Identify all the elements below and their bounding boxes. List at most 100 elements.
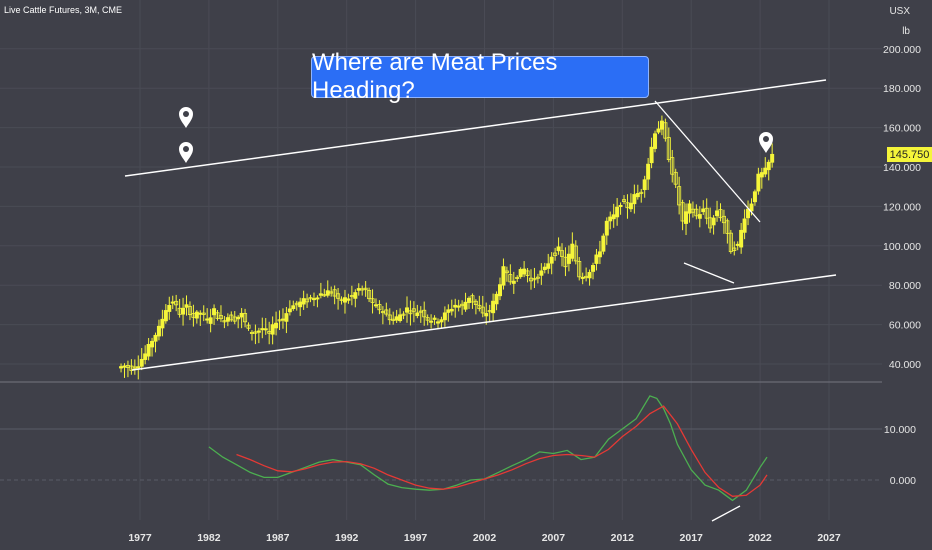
candle-body — [711, 217, 716, 226]
candle-body — [759, 172, 764, 178]
candle-body — [150, 340, 155, 348]
candle-body — [439, 319, 444, 323]
upper-channel-line — [124, 79, 827, 177]
candle-body — [415, 312, 420, 317]
candle-body — [556, 246, 561, 252]
candle-body — [212, 308, 217, 316]
candle-body — [256, 330, 261, 333]
candle-body — [704, 207, 709, 219]
oscillator-tick-label: 10.000 — [884, 424, 916, 436]
pin-shape — [179, 142, 193, 163]
candle-body — [618, 204, 623, 207]
price-tick-label: 200.000 — [883, 44, 921, 56]
divergence-line — [683, 262, 735, 284]
candle-body — [325, 290, 330, 296]
candle-body — [701, 208, 706, 213]
candle-body — [632, 194, 637, 205]
candle-body — [298, 301, 303, 308]
candle-body — [291, 305, 296, 310]
year-tick-label: 2027 — [817, 532, 841, 544]
candle-body — [646, 163, 651, 180]
candle-body — [201, 312, 206, 315]
candle-body — [542, 266, 547, 271]
candle-body — [697, 214, 702, 219]
location-pin-icon — [179, 142, 193, 163]
candle-body — [721, 215, 726, 224]
candle-body — [346, 298, 351, 301]
year-tick-label: 2012 — [611, 532, 635, 544]
year-tick-label: 1997 — [404, 532, 428, 544]
candle-body — [656, 128, 661, 133]
pin-hole — [183, 111, 189, 117]
candle-body — [715, 210, 720, 217]
candle-body — [763, 167, 768, 175]
candle-body — [766, 161, 771, 171]
candle-body — [694, 208, 699, 217]
candle-body — [387, 314, 392, 321]
candle-body — [501, 266, 506, 286]
candle-body — [525, 270, 530, 276]
candle-body — [287, 308, 292, 313]
candle-body — [494, 293, 499, 305]
candle-body — [539, 270, 544, 276]
candle-body — [263, 328, 268, 331]
candle-body — [770, 153, 775, 163]
candle-body — [498, 284, 503, 297]
year-tick-label: 2022 — [748, 532, 772, 544]
year-tick-label: 1977 — [128, 532, 152, 544]
candle-body — [181, 307, 186, 315]
candle-body — [739, 229, 744, 248]
candle-body — [504, 270, 509, 274]
candle-body — [377, 304, 382, 311]
pin-hole — [183, 146, 189, 152]
candle-body — [218, 315, 223, 320]
candle-body — [742, 218, 747, 233]
candle-body — [373, 304, 378, 307]
price-tick-label: 140.000 — [883, 162, 921, 174]
candle-body — [577, 261, 582, 278]
candle-body — [311, 298, 316, 301]
candle-body — [404, 307, 409, 313]
candle-body — [370, 298, 375, 303]
candle-body — [356, 288, 361, 291]
year-tick-label: 2017 — [680, 532, 704, 544]
chart-title-callout: Where are Meat Prices Heading? — [311, 49, 649, 104]
candle-body — [136, 366, 141, 369]
candle-body — [449, 308, 454, 312]
candle-body — [684, 211, 689, 224]
candle-body — [167, 305, 172, 312]
descending-trendline — [654, 100, 761, 223]
candle-body — [549, 256, 554, 264]
candle-body — [153, 334, 158, 342]
candle-body — [260, 328, 265, 331]
candle-body — [518, 269, 523, 277]
candle-body — [429, 320, 434, 323]
candle-body — [194, 311, 199, 319]
candle-body — [615, 206, 620, 218]
candle-body — [236, 316, 241, 320]
candle-body — [622, 199, 627, 202]
candle-body — [442, 312, 447, 321]
candle-body — [146, 343, 151, 357]
candle-body — [604, 220, 609, 236]
candle-body — [484, 313, 489, 317]
pin-shape — [759, 132, 773, 153]
candle-body — [119, 366, 124, 369]
candle-body — [635, 192, 640, 198]
candle-body — [608, 216, 613, 222]
candle-body — [573, 245, 578, 262]
candle-body — [687, 203, 692, 214]
candle-body — [597, 251, 602, 258]
candle-body — [435, 321, 440, 324]
oscillator-tick-label: 0.000 — [890, 475, 916, 487]
candle-body — [508, 274, 513, 283]
candle-body — [752, 191, 757, 203]
year-tick-label: 2007 — [542, 532, 566, 544]
candle-body — [432, 317, 437, 320]
candle-body — [270, 324, 275, 335]
candle-body — [342, 297, 347, 303]
candle-body — [305, 298, 310, 303]
location-pin-icon — [179, 107, 193, 128]
candle-body — [187, 306, 192, 316]
signal-line — [236, 405, 768, 497]
